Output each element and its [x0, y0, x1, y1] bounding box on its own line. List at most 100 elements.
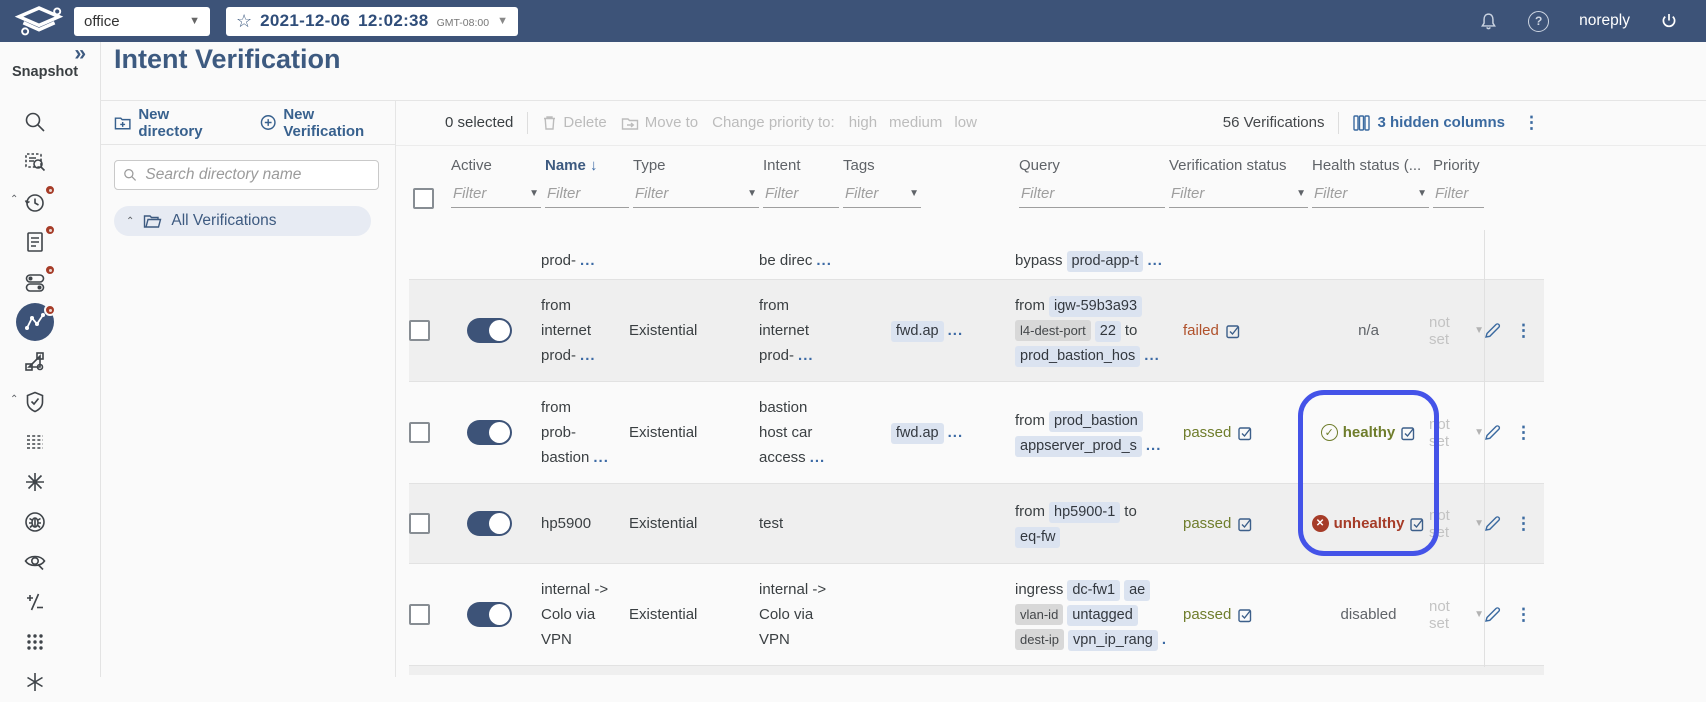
column-header-query[interactable]: Query	[1019, 156, 1060, 174]
help-icon[interactable]: ?	[1528, 10, 1550, 32]
chevron-up-icon[interactable]: ⌃	[126, 215, 135, 227]
column-header-tags[interactable]: Tags	[843, 156, 875, 174]
forward-networks-logo-icon[interactable]	[10, 3, 68, 39]
column-header-active[interactable]: Active	[451, 156, 492, 174]
row-checkbox[interactable]	[409, 604, 430, 625]
sidebar-item-spread[interactable]	[0, 462, 70, 502]
column-header-type[interactable]: Type	[633, 156, 666, 174]
active-toggle[interactable]	[467, 511, 512, 536]
filter-type-input[interactable]	[633, 184, 746, 203]
priority-medium[interactable]: medium	[889, 114, 943, 131]
chevron-up-icon[interactable]: ⌃	[10, 394, 19, 405]
table-menu-kebab-icon[interactable]: ⋮	[1523, 112, 1540, 132]
chevron-down-icon[interactable]: ▼	[909, 188, 919, 199]
status-detail-icon[interactable]	[1225, 323, 1241, 339]
sidebar-item-network-paths[interactable]	[0, 302, 70, 342]
truncation-ellipsis[interactable]: ...	[809, 449, 826, 466]
sidebar-item-toggles[interactable]	[0, 262, 70, 302]
sidebar-item-matrix[interactable]	[0, 422, 70, 462]
row-menu-kebab-icon[interactable]: ⋮	[1515, 422, 1532, 442]
priority-value[interactable]: not set	[1429, 597, 1450, 632]
sidebar-item-inspect[interactable]	[0, 542, 70, 582]
priority-value[interactable]: not set	[1429, 415, 1450, 450]
truncation-ellipsis[interactable]: ...	[947, 322, 964, 339]
edit-pencil-icon[interactable]	[1484, 515, 1501, 532]
filter-verification-status-input[interactable]	[1169, 184, 1295, 203]
row-menu-kebab-icon[interactable]: ⋮	[1515, 320, 1532, 340]
delete-button[interactable]: Delete	[542, 114, 607, 131]
row-menu-kebab-icon[interactable]: ⋮	[1515, 604, 1532, 624]
status-detail-icon[interactable]	[1237, 607, 1253, 623]
filter-tags-input[interactable]	[843, 184, 908, 203]
truncation-ellipsis[interactable]: ...	[1147, 252, 1163, 269]
expand-sidebar-icon[interactable]: »	[74, 42, 86, 65]
new-directory-button[interactable]: New directory	[114, 106, 234, 140]
chevron-up-icon[interactable]: ⌃	[10, 194, 19, 205]
sidebar-item-search[interactable]	[0, 102, 70, 142]
sidebar-item-all-verifications[interactable]: ⌃ All Verifications	[114, 206, 371, 236]
filter-name-input[interactable]	[545, 184, 629, 203]
hidden-columns-button[interactable]: 3 hidden columns	[1353, 114, 1505, 131]
edit-pencil-icon[interactable]	[1484, 322, 1501, 339]
health-detail-icon[interactable]	[1409, 516, 1425, 532]
select-all-checkbox[interactable]	[413, 188, 434, 209]
sidebar-item-bug[interactable]	[0, 502, 70, 542]
active-toggle[interactable]	[467, 602, 512, 627]
status-detail-icon[interactable]	[1237, 516, 1253, 532]
row-checkbox[interactable]	[409, 422, 430, 443]
sidebar-item-verification-shield[interactable]: ⌃	[0, 382, 70, 422]
sidebar-item-history[interactable]: ⌃	[0, 182, 70, 222]
sidebar-item-topology[interactable]	[0, 342, 70, 382]
filter-intent-input[interactable]	[763, 184, 839, 203]
filter-priority-input[interactable]	[1433, 184, 1484, 203]
network-select[interactable]: office ▼	[74, 6, 210, 36]
star-icon[interactable]: ☆	[236, 11, 253, 31]
sidebar-item-sparkle[interactable]	[0, 662, 70, 702]
truncation-ellipsis[interactable]: ...	[816, 252, 832, 269]
logout-power-icon[interactable]	[1660, 12, 1678, 30]
truncation-ellipsis[interactable]: ...	[593, 449, 609, 466]
chevron-down-icon[interactable]: ▼	[529, 188, 539, 199]
filter-query-input[interactable]	[1019, 184, 1165, 203]
column-header-intent[interactable]: Intent	[763, 156, 801, 174]
sidebar-item-snapshot-search[interactable]	[0, 142, 70, 182]
sidebar-item-report[interactable]	[0, 222, 70, 262]
directory-search-input[interactable]	[143, 165, 370, 185]
truncation-ellipsis[interactable]: ...	[1144, 347, 1160, 364]
filter-active-input[interactable]	[451, 184, 528, 203]
edit-pencil-icon[interactable]	[1484, 424, 1501, 441]
sidebar-item-diff[interactable]	[0, 582, 70, 622]
move-to-button[interactable]: Move to	[621, 114, 698, 131]
username[interactable]: noreply	[1579, 12, 1630, 29]
status-detail-icon[interactable]	[1237, 425, 1253, 441]
edit-pencil-icon[interactable]	[1484, 606, 1501, 623]
column-header-name[interactable]: Name ↓	[545, 156, 598, 174]
truncation-ellipsis[interactable]: ...	[1145, 436, 1162, 454]
chevron-down-icon[interactable]: ▼	[1417, 188, 1427, 199]
row-checkbox[interactable]	[409, 513, 430, 534]
row-checkbox[interactable]	[409, 320, 430, 341]
column-header-verification-status[interactable]: Verification status	[1169, 156, 1287, 174]
active-toggle[interactable]	[467, 420, 512, 445]
truncation-ellipsis[interactable]: ...	[580, 252, 596, 269]
priority-value[interactable]: not set	[1429, 313, 1450, 348]
active-toggle[interactable]	[467, 318, 512, 343]
truncation-ellipsis[interactable]: ...	[947, 424, 964, 441]
priority-value[interactable]: not set	[1429, 506, 1450, 541]
filter-health-status-input[interactable]	[1312, 184, 1416, 203]
snapshot-time-control[interactable]: ☆ 2021-12-06 12:02:38 GMT-08:00 ▼	[226, 6, 518, 36]
sidebar-item-apps[interactable]	[0, 622, 70, 662]
column-header-priority[interactable]: Priority	[1433, 156, 1480, 174]
truncation-ellipsis[interactable]: ...	[1162, 631, 1165, 648]
chevron-down-icon[interactable]: ▼	[747, 188, 757, 199]
row-menu-kebab-icon[interactable]: ⋮	[1515, 513, 1532, 533]
health-detail-icon[interactable]	[1400, 425, 1416, 441]
priority-low[interactable]: low	[954, 114, 977, 131]
new-verification-button[interactable]: New Verification	[260, 106, 395, 140]
column-header-health-status[interactable]: Health status (...	[1312, 156, 1422, 174]
priority-high[interactable]: high	[848, 114, 878, 131]
truncation-ellipsis[interactable]: ...	[580, 347, 596, 364]
notifications-bell-icon[interactable]	[1479, 12, 1498, 31]
truncation-ellipsis[interactable]: ...	[798, 347, 814, 364]
chevron-down-icon[interactable]: ▼	[1296, 188, 1306, 199]
